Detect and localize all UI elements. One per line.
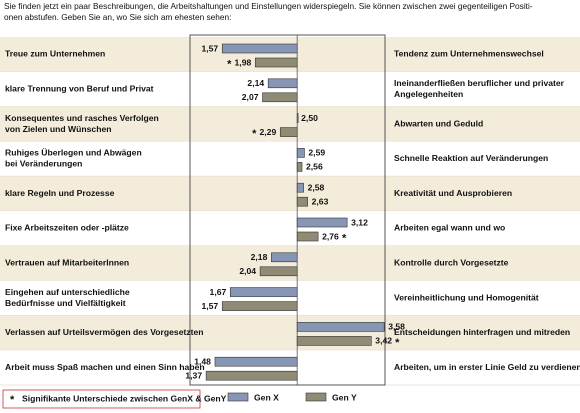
- right-label: Tendenz zum Unternehmenswechsel: [394, 49, 544, 59]
- bar: [267, 78, 298, 89]
- bar: [296, 336, 372, 346]
- value-label: 2,76: [322, 231, 339, 241]
- right-label: Arbeiten egal wann und wo: [394, 223, 505, 233]
- intro-text: onen abstufen. Geben Sie an, wo Sie sich…: [4, 12, 231, 22]
- right-label: Schnelle Reaktion auf Veränderungen: [394, 153, 548, 163]
- value-label: 1,98: [235, 57, 252, 67]
- left-label: Bedürfnisse und Vielfältigkeit: [5, 298, 126, 308]
- chart-frame: [189, 34, 386, 386]
- legend-note: Signifikante Unterschiede zwischen GenX …: [22, 393, 227, 403]
- value-label: 1,37: [185, 370, 202, 380]
- legend-swatch: [227, 392, 249, 402]
- right-label: Arbeiten, um in erster Linie Geld zu ver…: [394, 362, 580, 372]
- bar: [296, 148, 305, 158]
- right-label: Kreativität und Ausprobieren: [394, 188, 512, 198]
- bar: [296, 217, 348, 228]
- left-label: bei Veränderungen: [5, 159, 82, 169]
- value-label: 2,14: [247, 78, 264, 88]
- row-background: [0, 211, 580, 246]
- right-label: Entscheidungen hinterfragen und mitreden: [394, 327, 570, 337]
- left-label: Eingehen auf unterschiedliche: [5, 287, 130, 297]
- value-label: 2,50: [301, 113, 318, 123]
- right-label: Kontrolle durch Vorgesetzte: [394, 257, 509, 267]
- intro-text: Sie finden jetzt ein paar Beschreibungen…: [4, 1, 533, 11]
- left-label: Fixe Arbeitszeiten oder -plätze: [5, 223, 129, 233]
- row-background: [0, 141, 580, 177]
- left-label: Konsequentes und rasches Verfolgen: [5, 113, 159, 123]
- value-label: 2,56: [306, 162, 323, 172]
- bar: [279, 127, 298, 137]
- value-label: 3,12: [351, 217, 368, 227]
- value-label: 2,58: [308, 182, 325, 192]
- value-label: 1,57: [201, 301, 218, 311]
- left-label: Ruhiges Überlegen und Abwägen: [5, 148, 142, 158]
- right-label: Angelegenheiten: [394, 89, 463, 99]
- bar: [296, 113, 299, 123]
- legend-label: Gen X: [254, 392, 279, 402]
- bar: [296, 162, 303, 172]
- left-label: klare Regeln und Prozesse: [5, 188, 115, 198]
- row-background: [0, 176, 580, 211]
- left-label: Treue zum Unternehmen: [5, 49, 105, 59]
- significance-marker: *: [252, 128, 257, 140]
- left-label: klare Trennung von Beruf und Privat: [5, 83, 154, 93]
- significance-marker: *: [227, 58, 232, 70]
- bar: [296, 322, 385, 332]
- value-label: 3,58: [388, 322, 405, 332]
- row-background: [0, 315, 580, 351]
- left-label: Vertrauen auf MitarbeiterInnen: [5, 257, 129, 267]
- left-label: Arbeit muss Spaß machen und einen Sinn h…: [5, 362, 205, 372]
- value-label: 1,57: [201, 43, 218, 53]
- bar: [259, 266, 298, 277]
- bar: [205, 370, 298, 381]
- bar: [221, 301, 298, 311]
- bar: [254, 57, 298, 68]
- value-label: 2,07: [242, 92, 259, 102]
- bar: [214, 356, 298, 367]
- left-label: Verlassen auf Urteilsvermögen des Vorges…: [5, 327, 204, 337]
- significance-marker: *: [10, 394, 15, 406]
- bar: [296, 196, 308, 207]
- legend-swatch: [305, 392, 327, 402]
- bar: [229, 287, 298, 297]
- value-label: 1,48: [194, 356, 211, 366]
- legend-label: Gen Y: [332, 392, 357, 402]
- value-label: 2,04: [239, 266, 256, 276]
- legend-note-box: [2, 389, 201, 409]
- value-label: 1,67: [210, 287, 227, 297]
- significance-marker: *: [395, 337, 400, 349]
- value-label: 2,18: [251, 252, 268, 262]
- value-label: 2,29: [260, 127, 277, 137]
- value-label: 2,59: [308, 148, 325, 158]
- significance-marker: *: [342, 232, 347, 244]
- right-label: Vereinheitlichung und Homogenität: [394, 292, 539, 302]
- right-label: Abwarten und Geduld: [394, 118, 483, 128]
- bar: [262, 92, 298, 103]
- value-label: 2,63: [312, 196, 329, 206]
- bar: [296, 182, 304, 193]
- right-label: Ineinanderfließen beruflicher und privat…: [394, 78, 565, 88]
- bar: [271, 252, 298, 263]
- value-label: 3,42: [375, 336, 392, 346]
- bar: [221, 43, 298, 54]
- left-label: von Zielen und Wünschen: [5, 124, 111, 134]
- bar: [296, 231, 319, 242]
